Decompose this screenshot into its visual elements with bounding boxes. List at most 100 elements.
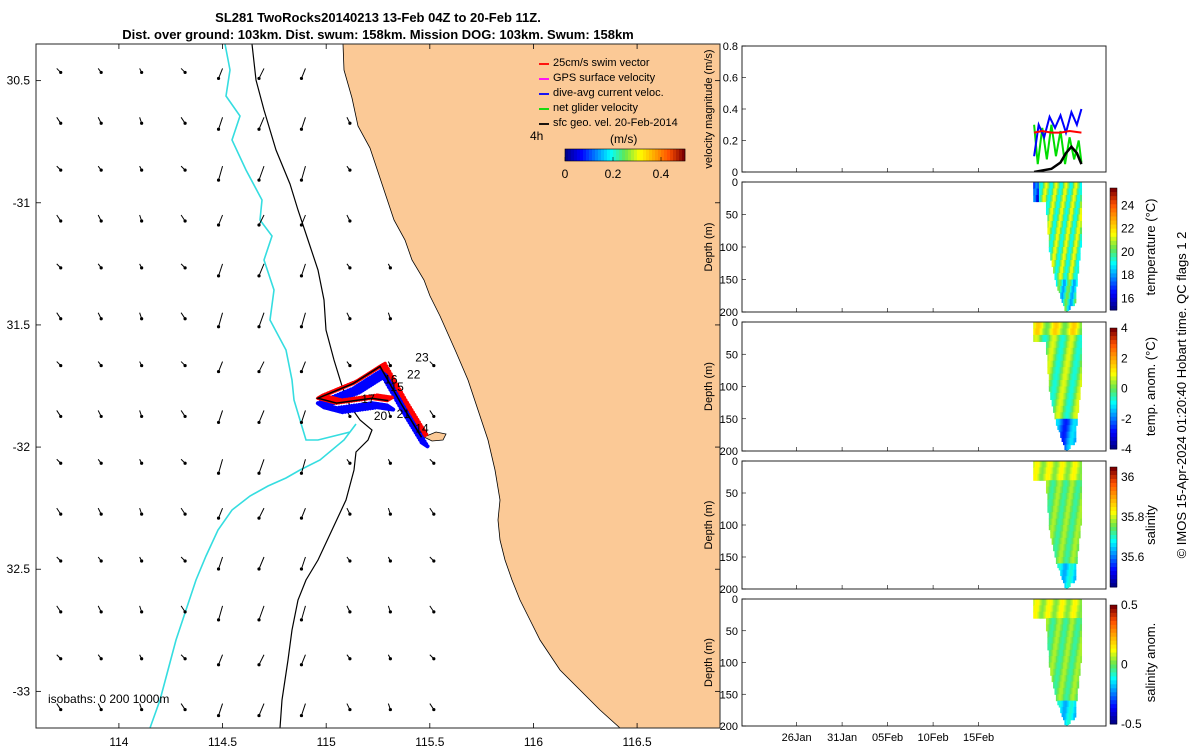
section-cell <box>1074 563 1077 571</box>
section-cell <box>1067 480 1070 488</box>
section-cell <box>1070 505 1073 513</box>
section-cell <box>1077 461 1080 468</box>
section-cell <box>1062 467 1066 475</box>
panel-colorbar-cell <box>1110 265 1117 270</box>
geo-vector <box>180 165 187 172</box>
section-cell <box>1058 518 1061 526</box>
section-cell <box>1054 467 1057 475</box>
geo-vector <box>97 312 103 321</box>
section-cell <box>1061 380 1064 388</box>
panel-colorbar-cell <box>1110 664 1117 669</box>
map-colorbar: 4h (m/s) 0 0.2 0.4 <box>530 129 686 181</box>
section-cell <box>1064 334 1067 342</box>
section-cell <box>1051 347 1054 355</box>
section-cell <box>1067 599 1070 606</box>
section-cell <box>1055 599 1058 606</box>
section-cell <box>1071 360 1074 368</box>
section-cell <box>1060 240 1063 248</box>
section-cell <box>1077 467 1080 475</box>
panel-colorbar-cell <box>1110 605 1117 610</box>
section-cell <box>1070 240 1073 248</box>
section-cell <box>1061 412 1064 420</box>
section-cell <box>1071 412 1074 420</box>
section-cell <box>1065 719 1068 726</box>
section-cell <box>1075 550 1078 558</box>
panel-colorbar-label: salinity anom. <box>1143 623 1158 702</box>
section-cell <box>1067 347 1070 355</box>
colorbar-cell <box>634 149 638 161</box>
geo-vector <box>299 68 306 81</box>
section-cell <box>1072 649 1075 657</box>
section-cell <box>1067 544 1070 552</box>
panel-colorbar-cell <box>1110 475 1117 480</box>
section-cell <box>1055 386 1058 394</box>
geo-vector <box>257 459 265 475</box>
section-cell <box>1075 322 1078 330</box>
section-cell <box>1038 467 1041 475</box>
section-cell <box>1050 373 1053 381</box>
panel-y-tick-label: 0 <box>732 317 738 329</box>
section-cell <box>1050 531 1053 539</box>
section-cell <box>1061 240 1064 248</box>
section-cell <box>1077 624 1080 632</box>
section-cell <box>1072 234 1075 242</box>
section-cell <box>1045 201 1048 209</box>
section-cell <box>1062 550 1066 558</box>
section-cell <box>1058 425 1061 433</box>
section-cell <box>1064 279 1067 287</box>
section-cell <box>1064 599 1067 606</box>
panel-colorbar-tick-label: 0 <box>1121 658 1128 672</box>
swim-vector <box>379 364 389 371</box>
section-cell <box>1078 467 1081 475</box>
section-cell <box>1075 201 1078 209</box>
section-cell <box>1070 425 1073 433</box>
geo-vector <box>257 654 265 667</box>
geo-vector <box>387 556 392 563</box>
panel-colorbar-cell <box>1110 648 1117 654</box>
section-cell <box>1074 188 1077 196</box>
section-cell <box>1071 649 1074 657</box>
section-cell <box>1068 380 1071 388</box>
section-cell <box>1055 322 1058 330</box>
section-cell <box>1044 599 1047 606</box>
section-cell <box>1054 630 1057 638</box>
section-cell <box>1075 373 1078 381</box>
panel-colorbar-cell <box>1110 424 1117 430</box>
section-cell <box>1060 386 1063 394</box>
section-cell <box>1043 599 1046 606</box>
section-cell <box>1065 525 1068 532</box>
geo-vector <box>257 703 265 718</box>
section-cell <box>1060 700 1063 708</box>
section-cell <box>1075 260 1078 268</box>
geo-vector <box>299 507 306 520</box>
section-cell <box>1034 322 1037 330</box>
section-cell <box>1070 247 1073 255</box>
section-cell <box>1071 240 1074 248</box>
section-cell <box>1065 694 1068 702</box>
section-cell <box>1067 392 1070 400</box>
section-cell <box>1078 195 1081 203</box>
section-cell <box>1068 412 1071 420</box>
section-cell <box>1070 675 1073 683</box>
section-cell <box>1058 493 1061 500</box>
panel-y-tick-label: 50 <box>726 488 738 500</box>
section-cell <box>1072 467 1075 475</box>
section-cell <box>1055 227 1058 235</box>
section-cell <box>1047 499 1050 507</box>
section-cell <box>1080 656 1083 664</box>
section-cell <box>1034 599 1037 606</box>
geo-vector <box>299 605 306 622</box>
section-cell <box>1057 599 1060 606</box>
section-cell <box>1072 618 1075 625</box>
section-cell <box>1071 630 1074 638</box>
section-cell <box>1071 234 1074 242</box>
section-cell <box>1034 328 1037 336</box>
section-cell <box>1070 188 1073 196</box>
section-cell <box>1040 599 1043 606</box>
section-cell <box>1077 360 1080 368</box>
section-cell <box>1078 611 1081 619</box>
section-cell <box>1072 700 1075 708</box>
section-cell <box>1077 253 1080 261</box>
section-cell <box>1058 214 1061 222</box>
